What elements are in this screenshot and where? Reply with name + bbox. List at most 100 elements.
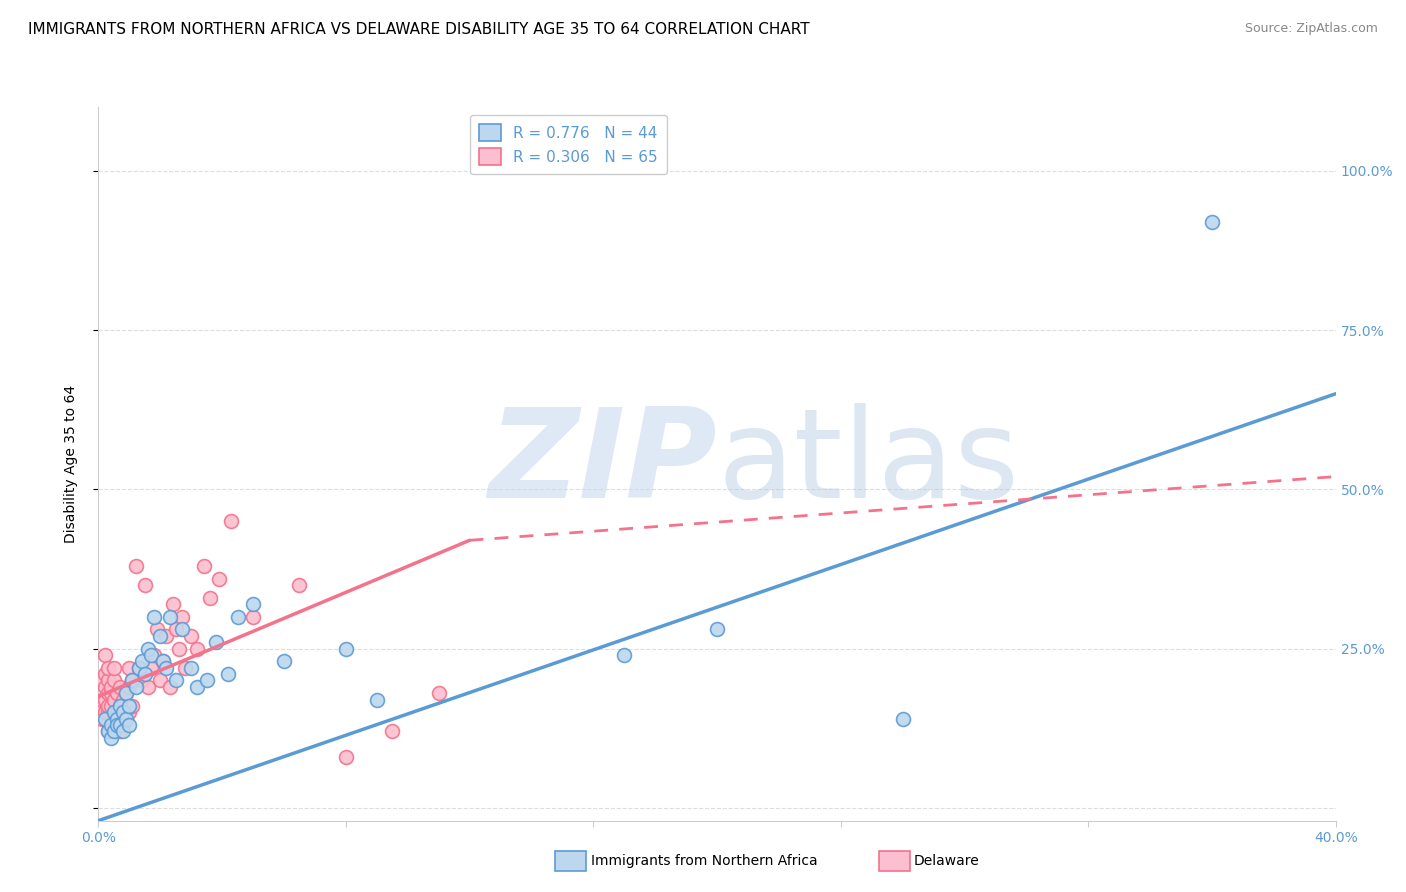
Point xyxy=(139,648,162,662)
Point xyxy=(165,623,187,637)
Text: atlas: atlas xyxy=(717,403,1019,524)
Point xyxy=(134,667,156,681)
Point xyxy=(105,718,128,732)
Point xyxy=(108,718,131,732)
Point xyxy=(115,712,138,726)
Point xyxy=(90,712,112,726)
Point xyxy=(105,686,128,700)
Point xyxy=(93,706,115,720)
Point xyxy=(217,667,239,681)
Point xyxy=(90,698,112,713)
Point xyxy=(180,661,202,675)
Point xyxy=(118,706,141,720)
Point xyxy=(115,712,138,726)
Point xyxy=(97,686,120,700)
Text: IMMIGRANTS FROM NORTHERN AFRICA VS DELAWARE DISABILITY AGE 35 TO 64 CORRELATION : IMMIGRANTS FROM NORTHERN AFRICA VS DELAW… xyxy=(28,22,810,37)
Point xyxy=(93,692,115,706)
Point xyxy=(152,654,174,668)
Point xyxy=(118,680,141,694)
Point xyxy=(186,641,208,656)
Point xyxy=(112,706,135,720)
Point xyxy=(1201,215,1223,229)
Point xyxy=(335,641,357,656)
Point xyxy=(167,641,190,656)
Point xyxy=(118,698,141,713)
Point xyxy=(149,629,172,643)
Point xyxy=(155,629,177,643)
Point xyxy=(100,731,122,745)
Point xyxy=(97,724,120,739)
Text: ZIP: ZIP xyxy=(488,403,717,524)
Point xyxy=(131,654,153,668)
Point xyxy=(242,609,264,624)
Point xyxy=(115,686,138,700)
Point xyxy=(112,724,135,739)
Point xyxy=(112,692,135,706)
Point xyxy=(273,654,295,668)
Point xyxy=(124,558,146,573)
Point xyxy=(155,661,177,675)
Point xyxy=(149,673,172,688)
Point xyxy=(100,698,122,713)
Point xyxy=(128,661,150,675)
Point xyxy=(288,578,311,592)
Point xyxy=(97,724,120,739)
Point xyxy=(93,712,115,726)
Point xyxy=(165,673,187,688)
Point xyxy=(136,680,159,694)
Text: Delaware: Delaware xyxy=(914,854,980,868)
Point xyxy=(118,661,141,675)
Point xyxy=(205,635,228,649)
Point xyxy=(93,648,115,662)
Point xyxy=(159,680,181,694)
Point xyxy=(100,718,122,732)
Point xyxy=(891,712,914,726)
Point xyxy=(427,686,450,700)
Point xyxy=(103,661,125,675)
Point xyxy=(335,750,357,764)
Point xyxy=(146,623,169,637)
Point xyxy=(103,706,125,720)
Point xyxy=(103,712,125,726)
Y-axis label: Disability Age 35 to 64: Disability Age 35 to 64 xyxy=(63,384,77,543)
Point xyxy=(121,673,143,688)
Point xyxy=(90,692,112,706)
Point xyxy=(195,673,218,688)
Point xyxy=(103,692,125,706)
Point xyxy=(208,572,231,586)
Point xyxy=(198,591,221,605)
Point xyxy=(613,648,636,662)
Point xyxy=(131,673,153,688)
Point xyxy=(152,654,174,668)
Point xyxy=(174,661,197,675)
Point xyxy=(180,629,202,643)
Point xyxy=(366,692,388,706)
Point xyxy=(108,724,131,739)
Point xyxy=(97,673,120,688)
Point xyxy=(112,718,135,732)
Point xyxy=(100,686,122,700)
Point xyxy=(105,706,128,720)
Point xyxy=(136,641,159,656)
Point xyxy=(159,609,181,624)
Text: Source: ZipAtlas.com: Source: ZipAtlas.com xyxy=(1244,22,1378,36)
Point xyxy=(124,680,146,694)
Point xyxy=(97,661,120,675)
Point xyxy=(143,648,166,662)
Point xyxy=(226,609,249,624)
Point xyxy=(100,680,122,694)
Point xyxy=(170,623,193,637)
Point xyxy=(221,514,243,528)
Point xyxy=(381,724,404,739)
Point xyxy=(108,698,131,713)
Point xyxy=(90,673,112,688)
Point xyxy=(97,698,120,713)
Point xyxy=(108,680,131,694)
Point xyxy=(103,673,125,688)
Point xyxy=(128,661,150,675)
Text: Immigrants from Northern Africa: Immigrants from Northern Africa xyxy=(591,854,817,868)
Point xyxy=(97,706,120,720)
Point xyxy=(93,680,115,694)
Legend: R = 0.776   N = 44, R = 0.306   N = 65: R = 0.776 N = 44, R = 0.306 N = 65 xyxy=(470,115,666,175)
Point xyxy=(108,698,131,713)
